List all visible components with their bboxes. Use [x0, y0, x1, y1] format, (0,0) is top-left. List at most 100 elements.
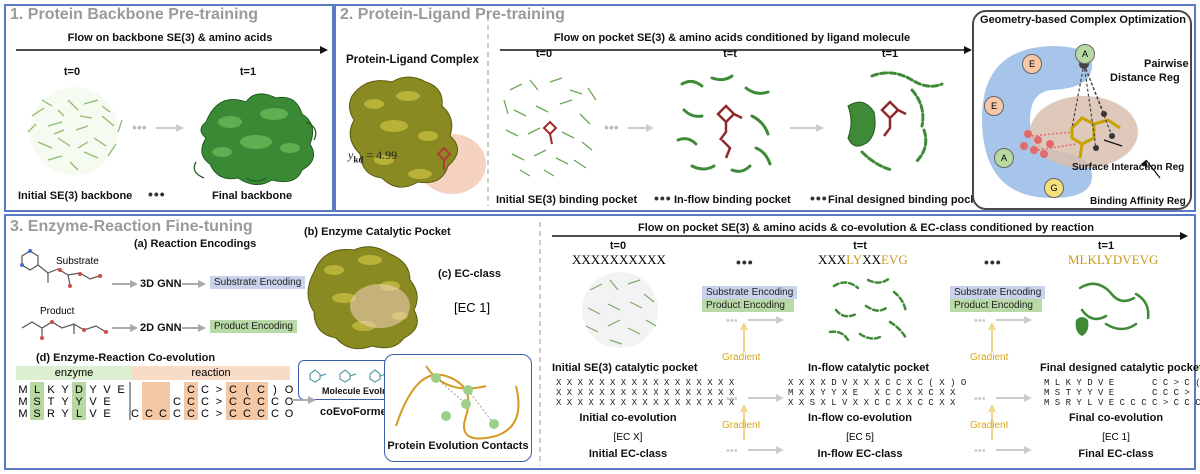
panel1-flow-arrow — [16, 46, 328, 54]
final-coevo-row: M S T Y Y V E C C C > C C C O — [1044, 388, 1190, 398]
final-backbone-image — [193, 93, 317, 185]
panel2-flow-arrow — [500, 46, 972, 54]
protein-contacts-diagram — [395, 365, 520, 440]
svg-text:•••: ••• — [974, 445, 986, 457]
final-binding-pocket-image — [847, 71, 944, 172]
panel2-t0: t=0 — [535, 48, 553, 60]
panel2-final-label: Final designed binding pocket — [828, 194, 987, 206]
substrate-encoding-1: Substrate Encoding — [702, 286, 798, 299]
substrate-encoding-block: Substrate Encoding — [210, 276, 306, 289]
panel1-initial-label: Initial SE(3) backbone — [18, 190, 133, 202]
panel1-t0: t=0 — [63, 66, 81, 78]
coevo-cell: Y — [75, 396, 83, 408]
protein-contacts-label: Protein Evolution Contacts — [387, 440, 529, 452]
coevo-cell: T — [47, 396, 55, 408]
panel3-ellipsis-2: ••• — [984, 254, 1002, 270]
ec-class-value: [EC 1] — [454, 300, 491, 315]
coevo-cell: L — [33, 384, 41, 396]
coevo-cell: S — [33, 396, 41, 408]
panel2-t1: t=1 — [881, 48, 899, 60]
coevo-row-3: M S R Y L V E C C C C C C > C C C C O — [16, 408, 296, 420]
init-coevo-row: X X X X X X X X X X X X X X X X X — [556, 398, 735, 408]
coevo-cell: M — [18, 396, 28, 408]
panel3-flow-arrow — [552, 232, 1188, 240]
coevo-cell: C — [173, 408, 181, 420]
svg-text:•••: ••• — [726, 445, 738, 457]
initial-binding-pocket-image — [503, 77, 597, 177]
coevo-cell: Y — [61, 408, 69, 420]
initial-coevo-label: Initial co-evolution — [579, 412, 677, 424]
panel1-gray-arrow: ••• — [132, 119, 184, 135]
seq-tt-part-a: XXX — [818, 252, 847, 267]
panel1-final-label: Final backbone — [212, 190, 293, 202]
coevo-cell: ) — [273, 384, 277, 396]
panel2-ellipsis-1: ••• — [654, 190, 672, 206]
coevo-cell: C — [243, 408, 251, 420]
inflow-coevo-row: X X S X L V X X C C X X C C X X — [788, 398, 956, 408]
init-coevo-row: X X X X X X X X X X X X X X X X X — [556, 378, 735, 388]
coevoformer-arrow — [292, 396, 316, 404]
final-coevo-row: M L K Y D V E C C > C ( C ) O — [1044, 378, 1200, 388]
panel2-ellipsis-2: ••• — [810, 190, 828, 206]
svg-text:•••: ••• — [726, 315, 738, 327]
gnn-arrows — [112, 280, 206, 332]
initial-coevo-rows: X X X X X X X X X X X X X X X X X X X X X… — [556, 378, 734, 408]
panel3-title: 3. Enzyme-Reaction Fine-tuning — [10, 218, 253, 235]
ykd-value: ykd = 4.99 — [348, 148, 397, 164]
panel3-ellipsis-1: ••• — [736, 254, 754, 270]
seq-tt-part-b: LY — [846, 252, 863, 267]
coevo-row-1: M L K Y D Y V E C C > C(C) O — [16, 384, 296, 396]
coevo-cell: Y — [89, 384, 97, 396]
gnn2d-label: 2D GNN — [140, 322, 182, 334]
panel1-ellipsis: ••• — [148, 186, 166, 202]
protein-ligand-complex-image — [348, 76, 486, 194]
panel2-inflow-label: In-flow binding pocket — [674, 194, 791, 206]
enzyme-header: enzyme — [16, 366, 132, 380]
coevo-cell: C — [257, 408, 265, 420]
coevo-cell: M — [18, 408, 28, 420]
residue-circle-g: G — [1044, 178, 1064, 198]
geo-pairwise-label: Pairwise — [1144, 58, 1189, 70]
coevo-cell: S — [33, 408, 41, 420]
panel3-flow-label: Flow on pocket SE(3) & amino acids & co-… — [638, 222, 1094, 234]
coevolution-title: (d) Enzyme-Reaction Co-evolution — [36, 352, 216, 364]
coevo-cell: C — [187, 408, 195, 420]
seq-tt-part-c: XX — [862, 252, 881, 267]
coevo-cell: V — [103, 384, 111, 396]
gradient-label-3: Gradient — [970, 352, 1009, 363]
coevo-cell: C — [131, 408, 139, 420]
panel2-title: 2. Protein-Ligand Pre-training — [340, 6, 565, 23]
complex-label: Protein-Ligand Complex — [346, 54, 479, 66]
coevo-cell: C — [145, 408, 153, 420]
coevo-cell: C — [187, 396, 195, 408]
coevo-cell: E — [103, 408, 111, 420]
seq-tt: XXXLYXXEVG — [818, 252, 908, 268]
coevo-cell: C — [201, 384, 209, 396]
panel3-dashed-divider — [539, 222, 541, 466]
coevo-cell: E — [103, 396, 111, 408]
coevolution-grid-bg — [30, 382, 268, 420]
coevo-cell: C — [257, 384, 265, 396]
initial-catalytic-pocket-image — [582, 272, 658, 348]
coevo-cell: Y — [61, 396, 69, 408]
geo-title: Geometry-based Complex Optimization — [980, 14, 1186, 26]
coevo-cell: C — [187, 384, 195, 396]
coevo-cell: O — [284, 408, 294, 420]
panel2-tt: t=t — [723, 48, 737, 60]
coevo-cell: ( — [245, 384, 249, 396]
residue-circle-e-2: E — [984, 96, 1004, 116]
coevo-cell: C — [271, 408, 279, 420]
coevo-cell: K — [47, 384, 55, 396]
svg-text:•••: ••• — [974, 315, 986, 327]
ec5-value: [EC 5] — [846, 432, 874, 443]
inflow-coevo-row: M X X Y Y X E X C C X X C X X — [788, 388, 956, 398]
initial-ec-label: Initial EC-class — [588, 448, 668, 460]
panel2-initial-label: Initial SE(3) binding pocket — [496, 194, 638, 206]
panel1-t1: t=1 — [239, 66, 257, 78]
protein-contacts-box — [384, 354, 532, 462]
coevo-cell: > — [215, 384, 223, 396]
svg-text:•••: ••• — [604, 119, 619, 135]
coevo-cell: C — [243, 396, 251, 408]
coevo-cell: > — [215, 408, 223, 420]
